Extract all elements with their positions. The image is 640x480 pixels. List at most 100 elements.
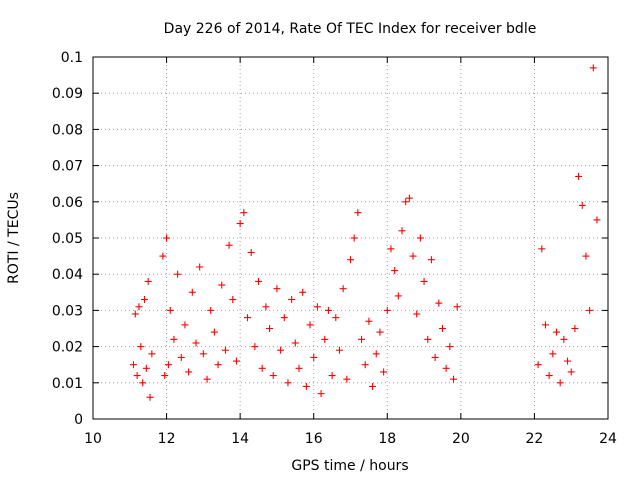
data-point (244, 314, 251, 322)
data-point (310, 353, 318, 361)
data-point (142, 364, 150, 372)
data-point (391, 267, 399, 275)
x-tick-label: 14 (231, 431, 249, 447)
data-point (188, 288, 196, 296)
data-point (295, 364, 303, 372)
data-point (273, 285, 281, 293)
data-point (210, 328, 218, 336)
data-point (556, 379, 564, 387)
x-tick-labels: 10 12 14 16 18 20 22 24 (84, 431, 617, 447)
data-point (166, 306, 174, 314)
y-tick-label: 0.08 (52, 122, 83, 138)
data-point (163, 234, 171, 242)
data-point (225, 241, 233, 249)
x-axis-label: GPS time / hours (291, 458, 408, 474)
data-point (129, 361, 137, 369)
data-point (196, 263, 204, 271)
data-point (170, 335, 178, 343)
data-point (133, 372, 141, 380)
data-point (586, 306, 594, 314)
data-point (553, 328, 560, 336)
data-point (269, 372, 277, 380)
data-point (280, 314, 288, 322)
data-point (438, 325, 446, 332)
data-point (321, 335, 329, 343)
data-point (135, 303, 143, 311)
data-point (313, 303, 321, 311)
data-point (236, 220, 244, 228)
y-tick-label: 0.01 (52, 376, 83, 392)
data-point (258, 364, 266, 372)
data-point (578, 201, 586, 209)
data-point (571, 325, 579, 332)
data-point (435, 299, 443, 307)
data-point (302, 382, 310, 390)
data-point (560, 335, 568, 343)
data-point (214, 361, 222, 369)
y-tick-label: 0.05 (52, 231, 83, 247)
data-point (317, 390, 325, 398)
data-point (405, 194, 413, 202)
data-point (299, 288, 307, 296)
data-point (251, 343, 259, 351)
data-point (199, 350, 207, 358)
data-point (335, 346, 343, 354)
x-tick-label: 12 (158, 431, 176, 447)
data-point (431, 353, 439, 361)
chart-title: Day 226 of 2014, Rate Of TEC Index for r… (164, 21, 537, 37)
data-point (549, 350, 557, 358)
data-point (164, 361, 172, 369)
data-point (413, 310, 421, 318)
data-point (240, 209, 248, 217)
y-axis-label: ROTI / TECUs (6, 192, 22, 284)
data-point (137, 343, 145, 351)
data-point (266, 325, 274, 332)
data-point (174, 270, 182, 278)
data-point (148, 350, 156, 358)
y-tick-label: 0.04 (52, 267, 83, 283)
y-tick-label: 0 (74, 412, 83, 428)
data-point (144, 277, 152, 285)
data-point (453, 303, 461, 311)
data-point (545, 372, 553, 380)
data-point (365, 317, 373, 325)
data-point (361, 361, 369, 369)
data-point (427, 256, 435, 264)
data-point (277, 346, 285, 354)
data-point (161, 372, 169, 380)
data-point (229, 296, 237, 304)
data-points (129, 64, 601, 401)
data-point (575, 172, 583, 180)
data-point (131, 310, 139, 318)
data-point (203, 375, 211, 383)
data-point (350, 234, 358, 242)
data-point (284, 379, 292, 387)
data-point (369, 382, 377, 390)
data-point (376, 328, 384, 336)
data-point (343, 375, 351, 383)
data-point (383, 306, 391, 314)
x-tick-label: 20 (452, 431, 470, 447)
data-point (538, 245, 546, 253)
data-point (207, 306, 215, 314)
data-point (564, 357, 572, 365)
data-point (450, 375, 457, 383)
x-tick-label: 18 (378, 431, 396, 447)
data-point (139, 379, 147, 387)
data-point (255, 277, 263, 285)
data-point (380, 368, 388, 376)
data-point (409, 252, 417, 260)
data-point (402, 198, 410, 206)
data-point (416, 234, 424, 242)
data-point (358, 335, 366, 343)
data-point (232, 357, 240, 365)
data-point (185, 368, 193, 376)
y-tick-label: 0.09 (52, 86, 83, 102)
data-point (332, 314, 340, 322)
data-point (582, 252, 590, 260)
x-tick-label: 16 (305, 431, 323, 447)
data-point (593, 216, 601, 224)
y-tick-label: 0.06 (52, 195, 83, 211)
